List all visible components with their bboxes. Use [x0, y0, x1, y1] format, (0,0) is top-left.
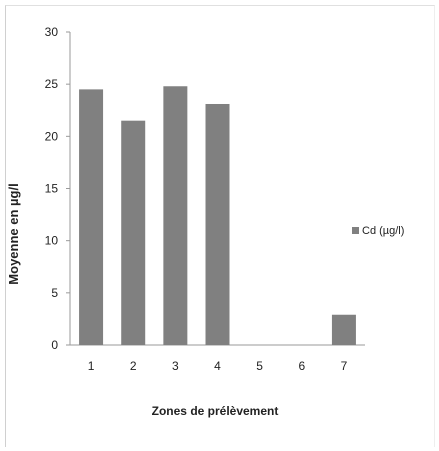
- x-tick-label: 3: [172, 359, 179, 373]
- y-tick-label: 0: [51, 338, 58, 352]
- x-tick-label: 1: [88, 359, 95, 373]
- x-axis-ticks: 1 2 3 4 5 6 7: [88, 359, 348, 373]
- y-tick-label: 5: [51, 286, 58, 300]
- y-tick-label: 15: [45, 182, 59, 196]
- x-tick-label: 5: [256, 359, 263, 373]
- y-tick-label: 10: [45, 234, 59, 248]
- bar-zone-2: [121, 120, 146, 345]
- y-axis-ticks: 0 5 10 15 20 25 30: [45, 25, 70, 352]
- chart-bars: [79, 86, 356, 346]
- y-tick-label: 30: [45, 25, 59, 39]
- x-tick-label: 7: [341, 359, 348, 373]
- x-tick-label: 4: [214, 359, 221, 373]
- x-tick-label: 2: [130, 359, 137, 373]
- x-axis-label: Zones de prélèvement: [152, 404, 279, 418]
- y-tick-label: 20: [45, 129, 59, 143]
- y-axis-label: Moyenne en µg/l: [6, 183, 21, 284]
- chart-frame: [5, 5, 435, 447]
- bar-zone-1: [79, 89, 104, 345]
- y-tick-label: 25: [45, 77, 59, 91]
- bar-zone-7: [331, 314, 356, 345]
- bar-zone-3: [163, 86, 188, 346]
- x-tick-label: 6: [298, 359, 305, 373]
- legend-label: Cd (µg/l): [362, 225, 404, 237]
- legend-swatch: [352, 227, 359, 234]
- legend: Cd (µg/l): [352, 225, 404, 237]
- bar-zone-4: [205, 103, 230, 346]
